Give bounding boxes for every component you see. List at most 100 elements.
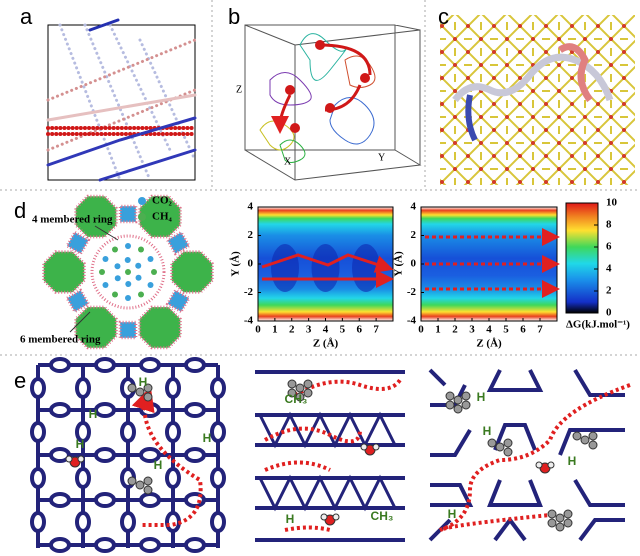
atom-label: CH₃ bbox=[285, 392, 308, 406]
node bbox=[75, 511, 91, 533]
node bbox=[139, 357, 161, 373]
x-tick-label: 6 bbox=[357, 324, 363, 336]
y-tick-label: -2 bbox=[407, 286, 417, 298]
y-tick-label: 2 bbox=[411, 229, 417, 241]
atom bbox=[535, 461, 543, 469]
molecule bbox=[112, 246, 118, 253]
molecule bbox=[147, 282, 154, 288]
atom-label: H bbox=[286, 512, 295, 526]
node bbox=[30, 377, 46, 399]
y-tick-label: -4 bbox=[244, 315, 254, 327]
x-tick-label: 5 bbox=[340, 324, 346, 336]
separators bbox=[0, 0, 640, 356]
atom-label: H bbox=[89, 407, 98, 421]
x-tick-label: 4 bbox=[323, 324, 329, 336]
x-axis-label: Z (Å) bbox=[476, 338, 502, 350]
atom bbox=[580, 435, 590, 445]
atom bbox=[503, 447, 513, 457]
atom-label: H bbox=[477, 390, 486, 404]
node bbox=[165, 511, 181, 533]
atom bbox=[77, 455, 85, 463]
molecule bbox=[114, 263, 121, 270]
y-tick-label: -2 bbox=[244, 286, 254, 298]
atom bbox=[503, 438, 513, 448]
y-tick-label: 2 bbox=[248, 229, 254, 241]
colorbar-tick-label: 8 bbox=[606, 219, 612, 231]
node bbox=[49, 537, 71, 553]
atom bbox=[287, 388, 297, 398]
atom bbox=[547, 518, 557, 528]
atom bbox=[563, 509, 573, 519]
y-tick-label: -4 bbox=[407, 315, 417, 327]
atom-label: H bbox=[154, 458, 163, 472]
x-tick-label: 6 bbox=[520, 324, 526, 336]
legend-dot bbox=[138, 213, 146, 221]
colorbar bbox=[565, 202, 599, 314]
node bbox=[139, 492, 161, 508]
colorbar-tick-label: 0 bbox=[606, 307, 612, 319]
legend-dot bbox=[138, 197, 146, 205]
panel-c-drawing bbox=[440, 15, 635, 185]
atom bbox=[320, 513, 328, 521]
node bbox=[94, 537, 116, 553]
atom-label: H bbox=[483, 424, 492, 438]
node bbox=[210, 421, 226, 443]
molecule bbox=[112, 291, 118, 298]
node bbox=[94, 447, 116, 463]
atom bbox=[547, 461, 555, 469]
molecule bbox=[135, 262, 142, 269]
node bbox=[184, 402, 206, 418]
atom bbox=[445, 400, 455, 410]
cage bbox=[118, 320, 138, 340]
y-tick-label: 4 bbox=[411, 201, 417, 213]
atom bbox=[487, 438, 497, 448]
atom bbox=[445, 391, 455, 401]
colorbar-tick-label: 10 bbox=[606, 197, 618, 209]
molecule bbox=[99, 269, 105, 275]
axis-letter: X bbox=[284, 156, 292, 167]
colorbar-label: ΔG(kJ.mol⁻¹) bbox=[566, 319, 630, 331]
node bbox=[210, 467, 226, 489]
atom bbox=[360, 443, 368, 451]
node bbox=[30, 421, 46, 443]
atom bbox=[332, 513, 340, 521]
x-tick-label: 1 bbox=[272, 324, 278, 336]
node bbox=[30, 467, 46, 489]
atom bbox=[461, 391, 471, 401]
zeolite-ring: 4 membered ring 6 membered ring CO₂ CH₄ bbox=[20, 194, 214, 350]
axis-letter: Y bbox=[378, 152, 385, 163]
x-tick-label: 7 bbox=[373, 324, 379, 336]
atom-label: H bbox=[568, 454, 577, 468]
atom bbox=[563, 518, 573, 528]
molecule bbox=[125, 295, 131, 301]
x-tick-label: 5 bbox=[503, 324, 509, 336]
colorbar-tick-label: 6 bbox=[606, 241, 612, 253]
node bbox=[75, 467, 91, 489]
cage bbox=[165, 230, 191, 256]
atom bbox=[127, 383, 137, 393]
cage bbox=[74, 194, 118, 239]
node bbox=[120, 511, 136, 533]
molecule bbox=[147, 256, 154, 262]
x-tick-label: 2 bbox=[289, 324, 295, 336]
panel-e-drawing bbox=[30, 357, 631, 553]
atom bbox=[461, 400, 471, 410]
atom bbox=[143, 476, 153, 486]
atom-label: H bbox=[448, 507, 457, 521]
node bbox=[49, 357, 71, 373]
colorbar-tick-label: 2 bbox=[606, 285, 612, 297]
y-tick-label: 0 bbox=[411, 258, 417, 270]
y-axis-label: Y (Å) bbox=[393, 251, 405, 277]
node bbox=[184, 357, 206, 373]
atom-label: H bbox=[76, 437, 85, 451]
node bbox=[139, 537, 161, 553]
cage bbox=[138, 194, 182, 239]
cage bbox=[42, 250, 86, 294]
molecule bbox=[138, 246, 144, 253]
atom bbox=[303, 379, 313, 389]
x-tick-label: 0 bbox=[255, 324, 261, 336]
pointer bbox=[69, 311, 91, 333]
node bbox=[75, 421, 91, 443]
